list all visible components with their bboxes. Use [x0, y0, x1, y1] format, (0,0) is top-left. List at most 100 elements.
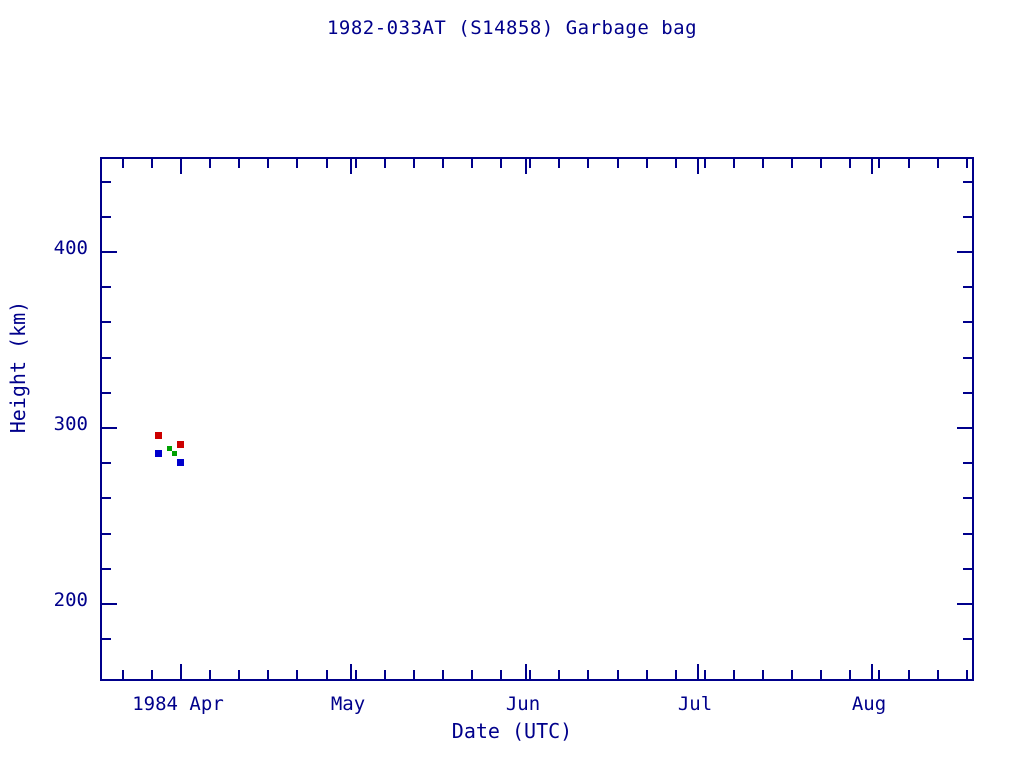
y-axis-tick: [102, 603, 117, 605]
x-axis-tick: [238, 159, 241, 168]
y-axis-tick: [102, 215, 111, 218]
x-axis-tick: [791, 159, 794, 168]
x-axis-tick: [383, 159, 386, 168]
x-axis-tick: [558, 670, 561, 679]
y-tick-label: 300: [53, 413, 88, 435]
x-axis-tick: [121, 159, 124, 168]
y-axis-tick: [102, 427, 117, 429]
x-axis-tick: [732, 670, 735, 679]
x-axis-tick: [645, 670, 648, 679]
x-axis-tick: [871, 159, 873, 174]
y-axis-tick: [102, 638, 111, 641]
x-axis-tick: [645, 159, 648, 168]
x-axis-tick: [616, 159, 619, 168]
y-axis-tick: [102, 286, 111, 289]
x-tick-label: May: [330, 693, 366, 715]
x-axis-tick: [121, 670, 124, 679]
x-axis-tick: [325, 670, 328, 679]
data-point-perigee: [154, 449, 162, 457]
x-axis-tick: [703, 670, 706, 679]
y-axis-tick: [102, 497, 111, 500]
x-axis-tick: [820, 670, 823, 679]
y-axis-tick: [102, 567, 111, 570]
data-point-apogee: [176, 441, 184, 449]
y-axis-tick: [102, 180, 111, 183]
data-point-perigee: [176, 458, 184, 466]
x-tick-label: Jul: [677, 693, 713, 715]
x-axis-tick: [616, 670, 619, 679]
x-axis-tick: [529, 670, 532, 679]
x-axis-tick: [529, 159, 532, 168]
y-axis-tick: [963, 321, 972, 324]
x-axis-tick: [525, 159, 527, 174]
data-point-mean: [166, 445, 172, 451]
y-axis-tick: [963, 286, 972, 289]
x-axis-tick: [965, 670, 968, 679]
x-axis-tick: [697, 664, 699, 679]
y-axis-tick: [957, 427, 972, 429]
y-axis-tick: [963, 180, 972, 183]
x-axis-tick: [267, 159, 270, 168]
x-axis-tick: [674, 159, 677, 168]
x-axis-tick: [587, 670, 590, 679]
x-axis-tick: [762, 670, 764, 679]
x-axis-tick: [878, 159, 881, 168]
y-axis-tick: [102, 251, 117, 253]
y-axis-tick: [102, 532, 111, 535]
x-axis-tick: [150, 159, 153, 168]
x-axis-tick: [878, 670, 881, 679]
x-axis-tick: [849, 159, 852, 168]
x-axis-tick: [238, 670, 241, 679]
x-axis-tick: [354, 159, 357, 168]
data-points-layer: [102, 159, 972, 679]
y-tick-label: 200: [53, 589, 88, 611]
y-axis-tick: [963, 497, 972, 500]
x-axis-tick: [558, 159, 561, 168]
x-axis-tick: [965, 159, 968, 168]
x-axis-tick: [703, 159, 706, 168]
x-axis-tick: [674, 670, 677, 679]
x-axis-tick: [471, 670, 473, 679]
y-axis-tick: [963, 567, 972, 570]
y-axis-tick: [102, 391, 111, 394]
x-axis-tick: [180, 664, 182, 679]
x-axis-tick: [525, 664, 527, 679]
chart-title: 1982-033AT (S14858) Garbage bag: [326, 17, 698, 39]
y-tick-label: 400: [53, 237, 88, 259]
x-axis-tick: [350, 664, 352, 679]
x-axis-tick: [325, 159, 328, 168]
x-tick-label: 1984 Apr: [132, 693, 224, 715]
x-axis-tick: [791, 670, 794, 679]
y-axis-tick: [963, 462, 972, 465]
y-axis-tick: [963, 638, 972, 641]
x-axis-tick: [412, 159, 415, 168]
y-axis-tick: [963, 356, 972, 359]
x-axis-tick: [412, 670, 415, 679]
x-axis-tick: [441, 670, 444, 679]
plot-area: [100, 157, 974, 681]
x-axis-tick: [936, 159, 939, 168]
x-axis-tick: [907, 159, 910, 168]
x-axis-tick: [762, 159, 764, 168]
y-axis-tick: [963, 391, 972, 394]
x-axis-tick: [471, 159, 473, 168]
data-point-mean: [172, 450, 178, 456]
x-axis-tick: [820, 159, 823, 168]
y-axis-tick: [963, 532, 972, 535]
data-point-apogee: [154, 432, 162, 440]
x-axis-tick: [350, 159, 352, 174]
x-axis-tick: [697, 159, 699, 174]
x-tick-label: Jun: [505, 693, 541, 715]
y-axis-tick: [102, 321, 111, 324]
x-axis-tick: [180, 159, 182, 174]
y-axis-tick: [957, 603, 972, 605]
x-axis-tick: [209, 159, 212, 168]
x-axis-tick: [209, 670, 212, 679]
x-axis-tick: [936, 670, 939, 679]
y-axis-title: Height (km): [6, 300, 30, 434]
x-axis-tick: [500, 159, 503, 168]
x-axis-tick: [500, 670, 503, 679]
x-axis-tick: [296, 159, 299, 168]
x-axis-title: Date (UTC): [451, 719, 573, 743]
